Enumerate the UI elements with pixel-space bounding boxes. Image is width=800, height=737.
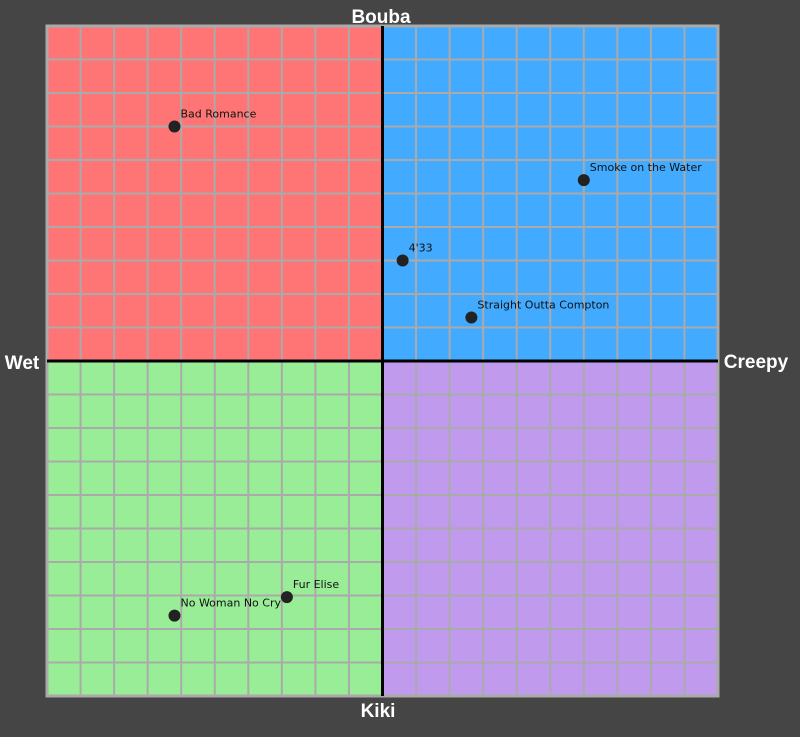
data-point-4 bbox=[280, 591, 293, 604]
axes-lines bbox=[47, 26, 718, 696]
data-point-3 bbox=[465, 311, 478, 324]
data-point-label-5: No Woman No Cry bbox=[180, 597, 281, 610]
data-point-0 bbox=[168, 120, 181, 133]
top-axis-label: Bouba bbox=[351, 7, 411, 28]
right-axis-label: Creepy bbox=[724, 352, 789, 373]
data-point-label-0: Bad Romance bbox=[180, 108, 256, 121]
left-axis-label: Wet bbox=[5, 353, 40, 374]
data-point-1 bbox=[577, 174, 590, 187]
data-point-label-1: Smoke on the Water bbox=[590, 161, 702, 174]
bottom-axis-label: Kiki bbox=[361, 701, 396, 722]
axis-labels: Bouba Kiki Wet Creepy bbox=[5, 7, 789, 722]
data-point-2 bbox=[396, 254, 409, 267]
data-point-label-2: 4'33 bbox=[409, 242, 433, 255]
data-point-label-4: Fur Elise bbox=[293, 578, 340, 591]
data-point-5 bbox=[168, 609, 181, 622]
data-points: Bad Romance Smoke on the Water 4'33 Straigh… bbox=[168, 108, 702, 622]
data-point-label-3: Straight Outta Compton bbox=[477, 298, 609, 311]
